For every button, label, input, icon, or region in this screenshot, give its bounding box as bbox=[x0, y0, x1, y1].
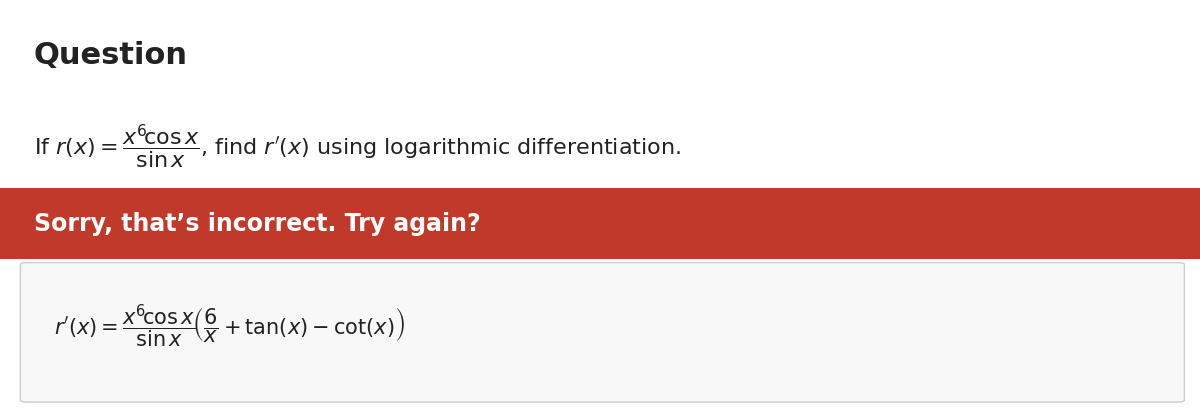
Text: Sorry, that’s incorrect. Try again?: Sorry, that’s incorrect. Try again? bbox=[34, 212, 480, 236]
Text: $r'(x) = \dfrac{x^6\!\cos x}{\sin x}\!\left(\dfrac{6}{x} + \tan(x) - \cot(x)\rig: $r'(x) = \dfrac{x^6\!\cos x}{\sin x}\!\l… bbox=[54, 301, 404, 349]
Text: If $r(x) = \dfrac{x^6\!\cos x}{\sin x}$, find $r'(x)$ using logarithmic differen: If $r(x) = \dfrac{x^6\!\cos x}{\sin x}$,… bbox=[34, 123, 680, 171]
FancyBboxPatch shape bbox=[106, 266, 328, 376]
Text: Question: Question bbox=[34, 41, 187, 70]
